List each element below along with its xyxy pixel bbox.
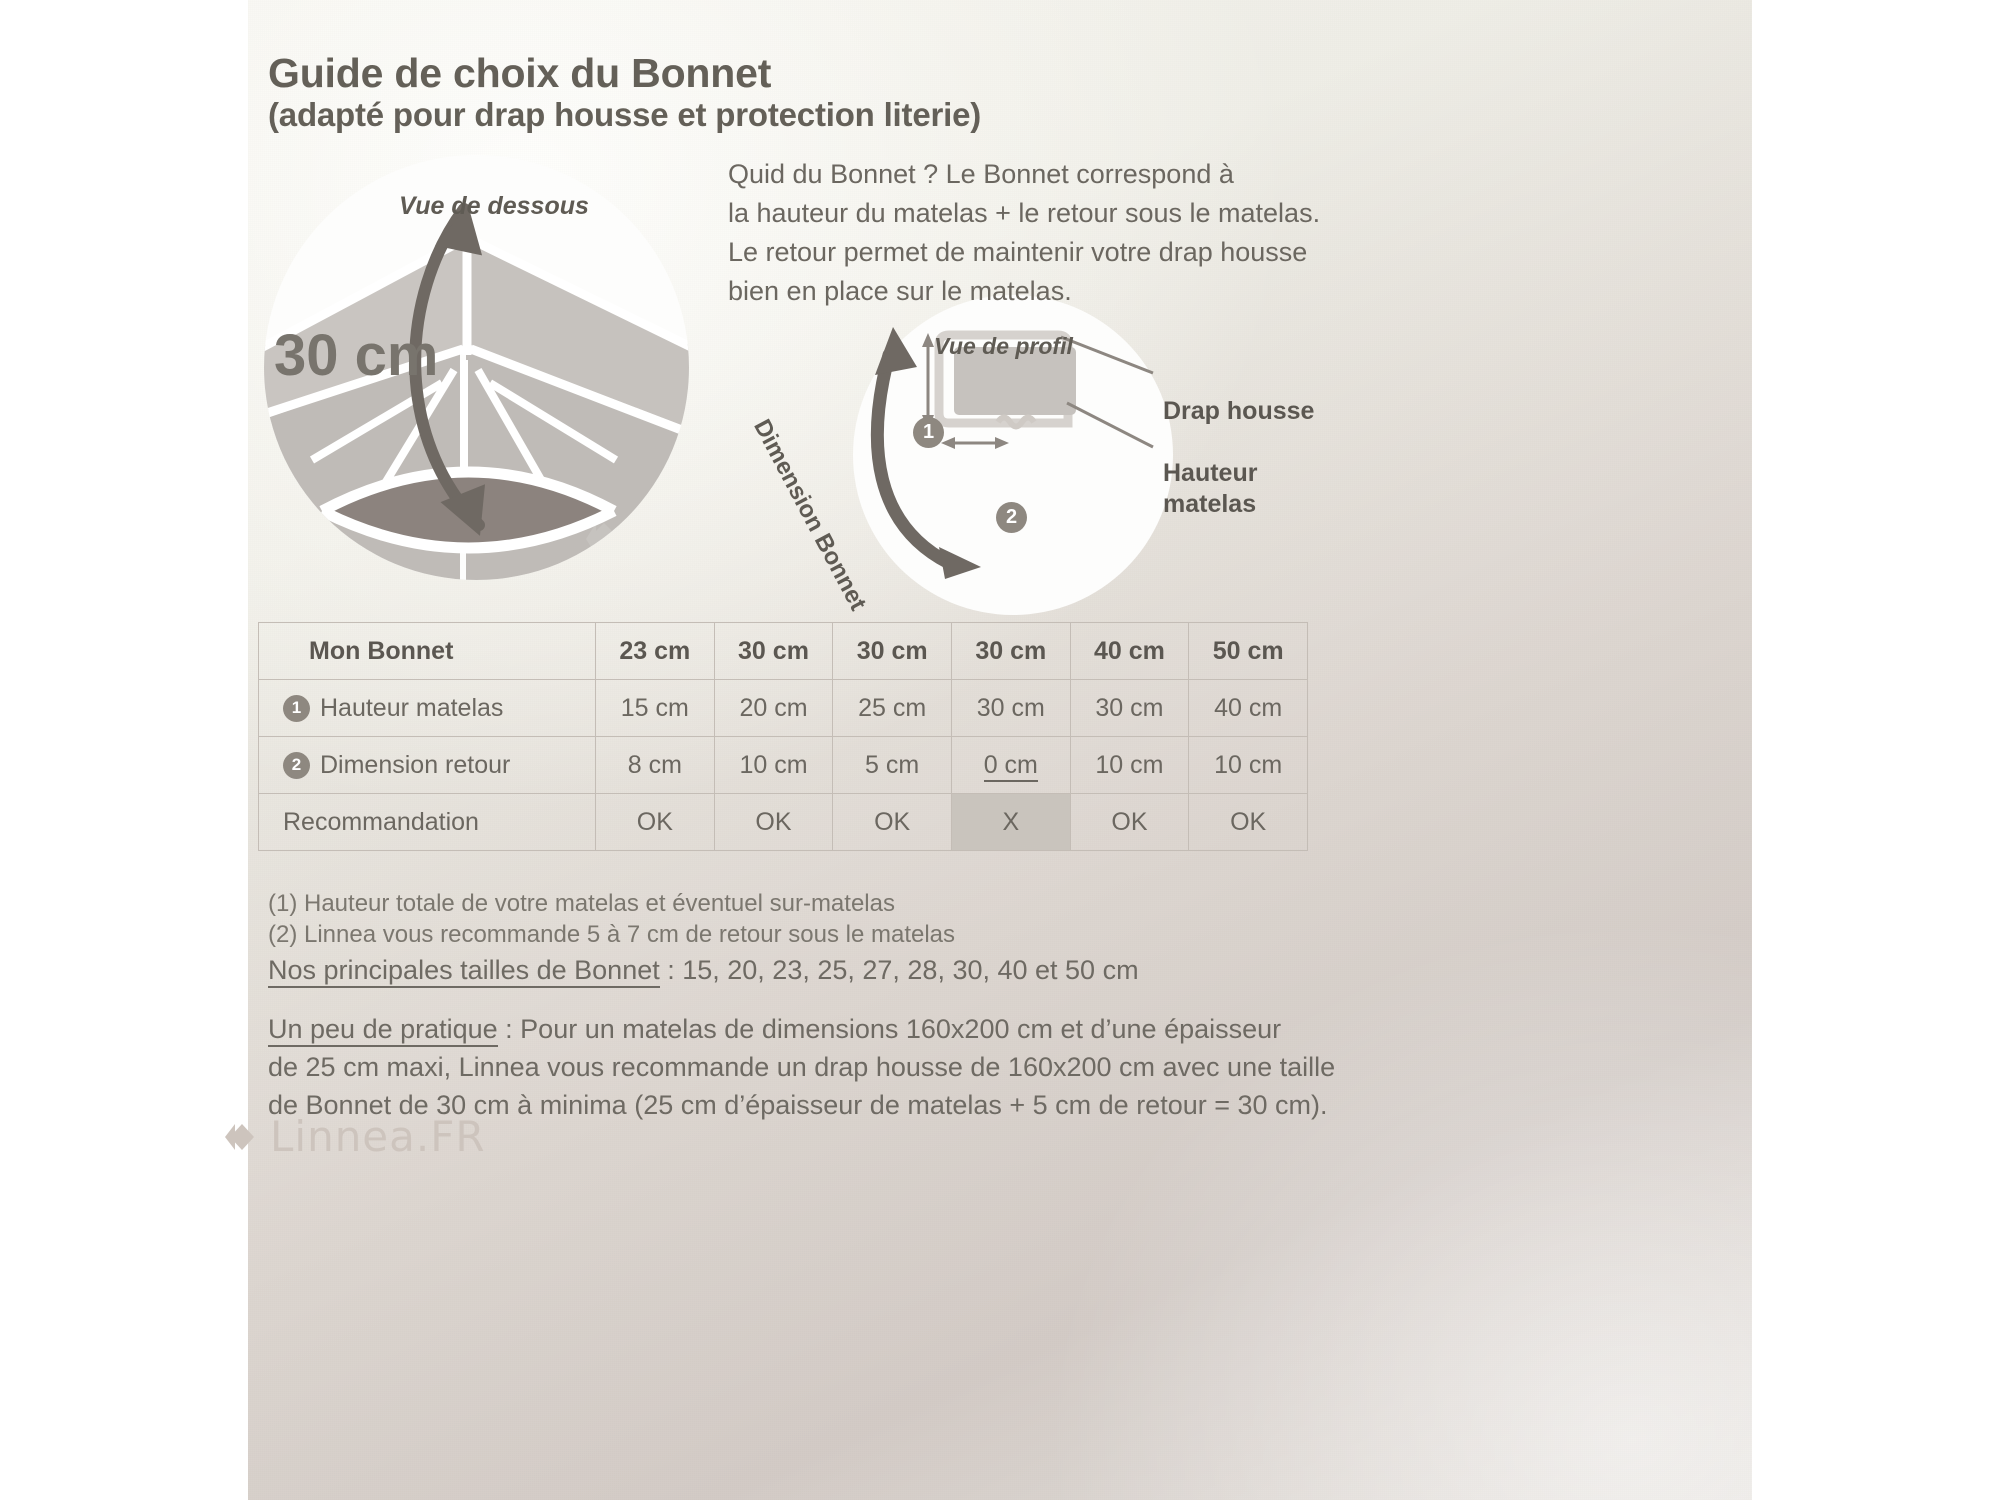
table-cell: 10 cm bbox=[1069, 736, 1190, 794]
table-cell: 50 cm bbox=[1188, 622, 1308, 680]
height-measure-arrow bbox=[922, 333, 934, 429]
table-cell: 8 cm bbox=[595, 736, 715, 794]
label-drap-housse: Drap housse bbox=[1163, 397, 1315, 425]
retour-measure-arrow bbox=[941, 437, 1009, 449]
leader-line-hauteur bbox=[1066, 401, 1154, 449]
bonnet-measure-label: 30 cm bbox=[274, 323, 439, 388]
profile-view-caption: Vue de profil bbox=[934, 333, 1073, 359]
bottom-view-illustration bbox=[264, 203, 689, 580]
diamond-logo-icon bbox=[225, 1123, 254, 1150]
arc-arrow-head-top bbox=[875, 327, 917, 375]
row-label-cell: Mon Bonnet bbox=[258, 622, 596, 680]
table-cell: 5 cm bbox=[832, 736, 952, 794]
table-cell: OK bbox=[1069, 793, 1190, 851]
bottom-view-caption: Vue de dessous bbox=[399, 192, 589, 220]
table-cell: 40 cm bbox=[1188, 679, 1308, 737]
row-label-cell: 2 Dimension retour bbox=[258, 736, 596, 794]
linnea-logo: Linnea.FR bbox=[222, 1112, 486, 1161]
note-sizes: Nos principales tailles de Bonnet : 15, … bbox=[268, 955, 1139, 988]
note-sizes-label: Nos principales tailles de Bonnet bbox=[268, 955, 660, 988]
label-hauteur-line2: matelas bbox=[1163, 490, 1257, 518]
logo-text: Linnea.FR bbox=[270, 1112, 486, 1161]
table-cell: 23 cm bbox=[595, 622, 715, 680]
arc-arrow-head-bottom bbox=[939, 547, 981, 579]
table-cell: OK bbox=[595, 793, 715, 851]
table-cell-highlighted: 0 cm bbox=[950, 736, 1071, 794]
table-cell: 10 cm bbox=[713, 736, 834, 794]
row-label-text: Recommandation bbox=[283, 807, 479, 836]
mattress-block bbox=[954, 347, 1076, 415]
table-cell: 10 cm bbox=[1188, 736, 1308, 794]
note-practical-label: Un peu de pratique bbox=[268, 1014, 498, 1047]
note-practical-line-2: de 25 cm maxi, Linnea vous recommande un… bbox=[268, 1052, 1336, 1082]
intro-line: la hauteur du matelas + le retour sous l… bbox=[728, 198, 1321, 228]
bonnet-table-body: Mon Bonnet 23 cm 30 cm 30 cm 30 cm 40 cm… bbox=[258, 622, 1308, 851]
table-row: 2 Dimension retour 8 cm 10 cm 5 cm 0 cm … bbox=[258, 736, 1308, 794]
diagram-profile-view-circle bbox=[853, 295, 1173, 615]
intro-line: bien en place sur le matelas. bbox=[728, 276, 1072, 306]
note-practical-line-1: Un peu de pratique : Pour un matelas de … bbox=[268, 1010, 1335, 1048]
table-cell: OK bbox=[832, 793, 952, 851]
table-cell-text: 0 cm bbox=[983, 750, 1038, 782]
table-cell: OK bbox=[1188, 793, 1308, 851]
leader-line-drap bbox=[1060, 335, 1154, 375]
table-cell: 30 cm bbox=[950, 622, 1071, 680]
diagram-bottom-view-circle bbox=[264, 155, 689, 580]
bonnet-table: Mon Bonnet 23 cm 30 cm 30 cm 30 cm 40 cm… bbox=[258, 622, 1308, 851]
row-label-cell: Recommandation bbox=[258, 793, 596, 851]
label-hauteur-line1: Hauteur bbox=[1163, 459, 1258, 487]
badge-1: 1 bbox=[913, 417, 944, 448]
note-practical-text: : Pour un matelas de dimensions 160x200 … bbox=[497, 1014, 1282, 1044]
page-title: Guide de choix du Bonnet bbox=[268, 50, 772, 96]
table-cell: 40 cm bbox=[1069, 622, 1190, 680]
table-row: Recommandation OK OK OK X OK OK bbox=[258, 793, 1308, 851]
footnotes: (1) Hauteur totale de votre matelas et é… bbox=[268, 888, 955, 950]
badge-2: 2 bbox=[996, 502, 1027, 533]
table-row: Mon Bonnet 23 cm 30 cm 30 cm 30 cm 40 cm… bbox=[258, 622, 1308, 680]
table-row: 1 Hauteur matelas 15 cm 20 cm 25 cm 30 c… bbox=[258, 679, 1308, 737]
elastic-squiggle bbox=[995, 414, 1037, 430]
intro-paragraph: Quid du Bonnet ? Le Bonnet correspond à … bbox=[728, 155, 1348, 311]
row-label-text: Mon Bonnet bbox=[309, 636, 454, 665]
table-cell: 20 cm bbox=[713, 679, 834, 737]
row-label-text: Dimension retour bbox=[320, 750, 511, 779]
row-badge-1: 1 bbox=[283, 694, 310, 722]
label-hauteur-matelas: Hauteur matelas bbox=[1163, 458, 1257, 520]
table-cell: 15 cm bbox=[595, 679, 715, 737]
bonnet-sweep-arc bbox=[870, 348, 956, 570]
note-practical: Un peu de pratique : Pour un matelas de … bbox=[268, 1010, 1335, 1124]
note-practical-line-3: de Bonnet de 30 cm à minima (25 cm d’épa… bbox=[268, 1090, 1328, 1120]
footnote-1: (1) Hauteur totale de votre matelas et é… bbox=[268, 890, 895, 917]
table-cell-not-recommended: X bbox=[950, 793, 1071, 851]
table-cell: OK bbox=[713, 793, 834, 851]
row-label-cell: 1 Hauteur matelas bbox=[258, 679, 596, 737]
note-sizes-value: : 15, 20, 23, 25, 27, 28, 30, 40 et 50 c… bbox=[659, 955, 1139, 985]
profile-view-illustration bbox=[870, 327, 1154, 579]
intro-line: Quid du Bonnet ? Le Bonnet correspond à bbox=[728, 159, 1234, 189]
table-cell: 30 cm bbox=[950, 679, 1071, 737]
page-subtitle: (adapté pour drap housse et protection l… bbox=[268, 96, 982, 133]
table-cell: 30 cm bbox=[713, 622, 834, 680]
table-cell: 30 cm bbox=[832, 622, 952, 680]
footnote-2: (2) Linnea vous recommande 5 à 7 cm de r… bbox=[268, 921, 956, 948]
row-badge-2: 2 bbox=[283, 751, 310, 779]
table-cell: 25 cm bbox=[832, 679, 952, 737]
intro-line: Le retour permet de maintenir votre drap… bbox=[728, 237, 1308, 267]
table-cell: 30 cm bbox=[1069, 679, 1190, 737]
row-label-text: Hauteur matelas bbox=[320, 693, 504, 722]
